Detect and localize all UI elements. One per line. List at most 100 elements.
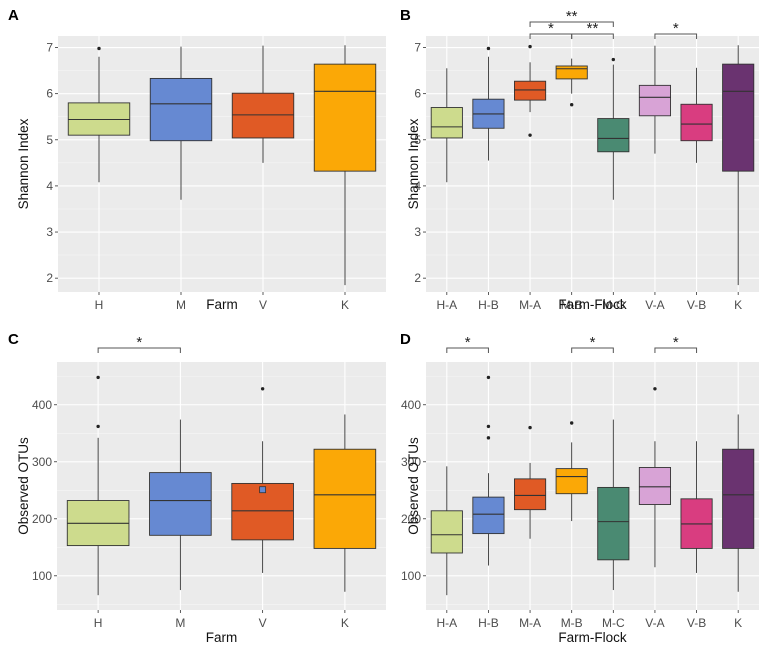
panel-b: B 2 3 4 5 6 7 H-A H-B M-A M-B M-C V-A V-B K Farm-Flock S… xyxy=(400,7,759,312)
outlier-point xyxy=(569,421,574,425)
y-tick-label: 2 xyxy=(414,271,421,285)
significance-bracket: * xyxy=(654,20,698,39)
x-tick-label: K xyxy=(734,298,742,312)
plot-background xyxy=(426,362,759,610)
x-tick-label: M xyxy=(175,616,185,630)
box-m-b xyxy=(555,421,588,522)
y-tick-label: 3 xyxy=(46,225,53,239)
y-tick-label: 100 xyxy=(401,569,421,583)
x-tick-label: K xyxy=(341,616,349,630)
box-body xyxy=(514,478,547,511)
y-tick-label: 4 xyxy=(414,179,421,193)
y-tick-label: 7 xyxy=(414,41,421,55)
box-k xyxy=(722,45,755,286)
box-v-b xyxy=(680,67,713,163)
y-tick-label: 5 xyxy=(46,133,53,147)
box-body xyxy=(722,448,755,549)
outlier-point xyxy=(611,57,616,62)
panel-c: C 100 200 300 400 H M V K Farm Observed OTUs * xyxy=(8,331,386,645)
significance-label: * xyxy=(673,334,679,351)
y-tick-label: 400 xyxy=(32,398,52,412)
significance-bracket: * xyxy=(571,334,614,353)
significance-label: ** xyxy=(587,20,599,37)
box-h-b xyxy=(472,46,505,161)
y-tick-label: 400 xyxy=(401,398,421,412)
y-tick-label: 4 xyxy=(46,179,53,193)
x-tick-label: M-A xyxy=(519,616,541,630)
box-m xyxy=(149,419,212,591)
outlier-point xyxy=(486,436,491,440)
x-axis-title: Farm-Flock xyxy=(558,630,626,645)
bracket-line xyxy=(571,347,614,353)
box-k xyxy=(313,414,377,592)
significance-bracket: * xyxy=(446,334,489,353)
x-tick-label: M-C xyxy=(602,298,625,312)
box-body xyxy=(313,63,377,172)
box-m-a xyxy=(514,44,547,137)
box-body xyxy=(597,118,630,153)
outlier-point xyxy=(528,425,532,430)
box-body xyxy=(722,63,755,172)
box-body xyxy=(597,486,630,561)
box-body xyxy=(638,84,671,117)
x-axis-title: Farm xyxy=(206,630,238,645)
bracket-line xyxy=(654,33,698,39)
x-tick-label: H-A xyxy=(436,298,457,312)
outlier-point xyxy=(528,44,532,49)
outlier-point xyxy=(97,46,101,51)
y-axis-title: Observed OTUs xyxy=(16,437,31,535)
box-v xyxy=(231,45,295,163)
y-tick-label: 5 xyxy=(414,133,421,147)
x-tick-label: H-B xyxy=(478,616,499,630)
plot-background xyxy=(426,36,759,292)
x-tick-label: V-A xyxy=(645,298,664,312)
x-tick-label: K xyxy=(341,298,349,312)
box-k xyxy=(313,45,377,286)
y-axis-title: Shannon Index xyxy=(16,118,31,209)
panel-tag: A xyxy=(8,7,19,24)
x-tick-label: M-C xyxy=(602,616,625,630)
box-body xyxy=(231,92,295,139)
outlier-point xyxy=(486,424,491,429)
box-h-b xyxy=(472,375,505,566)
x-tick-label: V xyxy=(259,298,267,312)
x-tick-label: V-B xyxy=(687,616,706,630)
outlier-point xyxy=(486,46,491,51)
x-tick-label: H xyxy=(94,616,103,630)
box-h xyxy=(67,46,131,183)
y-tick-label: 300 xyxy=(32,455,52,469)
y-tick-label: 6 xyxy=(414,87,421,101)
box-h xyxy=(66,375,130,596)
panel-tag: D xyxy=(400,331,411,348)
box-body xyxy=(313,448,377,549)
bracket-line xyxy=(654,347,698,353)
box-body xyxy=(555,468,588,495)
box-m-c xyxy=(597,419,630,591)
box-m-c xyxy=(597,57,630,200)
x-tick-label: H-B xyxy=(478,298,499,312)
box-v-a xyxy=(638,387,671,568)
y-axis-title: Shannon Index xyxy=(406,118,421,209)
x-tick-label: M-B xyxy=(561,298,583,312)
x-tick-label: K xyxy=(734,616,742,630)
box-m-a xyxy=(514,425,547,539)
box-v-a xyxy=(638,45,671,154)
box-body xyxy=(472,496,505,535)
panel-tag: C xyxy=(8,331,19,348)
x-tick-label: M xyxy=(176,298,186,312)
x-tick-label: V-A xyxy=(645,616,664,630)
box-body xyxy=(555,65,588,80)
x-tick-label: H-A xyxy=(436,616,457,630)
outlier-point xyxy=(528,133,532,137)
x-axis-title: Farm xyxy=(206,297,238,312)
box-m xyxy=(149,46,213,200)
x-axis-title: Farm-Flock xyxy=(558,297,626,312)
y-axis-title: Observed OTUs xyxy=(406,437,421,535)
box-body xyxy=(430,510,463,554)
x-tick-label: V xyxy=(259,616,267,630)
significance-bracket: ** xyxy=(571,20,614,39)
mean-marker xyxy=(259,486,267,494)
bracket-line xyxy=(571,33,614,39)
box-h-a xyxy=(430,68,463,183)
significance-bracket: * xyxy=(97,334,181,353)
